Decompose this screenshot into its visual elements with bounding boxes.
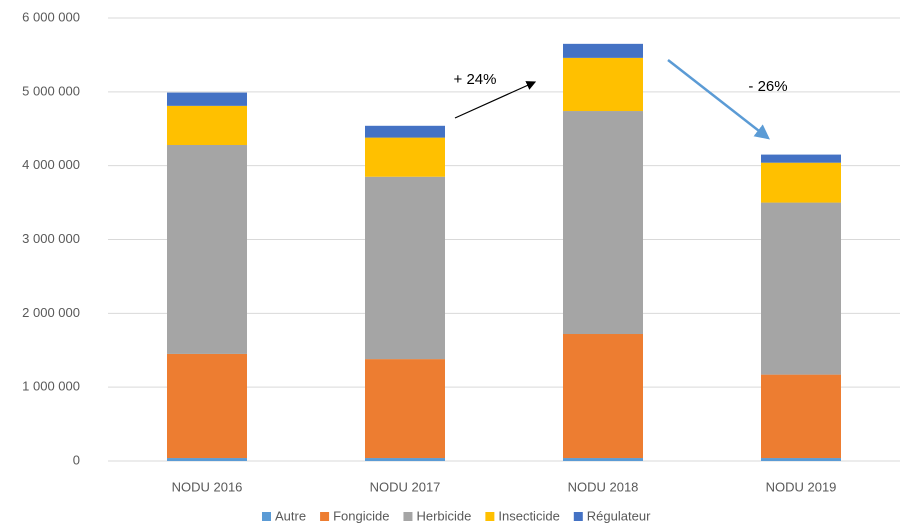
arrow	[667, 59, 770, 140]
legend-swatch	[320, 512, 330, 521]
legend-swatch	[403, 512, 413, 521]
bar-segment	[563, 57, 643, 112]
legend-swatch	[573, 512, 583, 521]
x-tick-label: NODU 2018	[568, 479, 639, 494]
bar-segment	[167, 105, 247, 145]
annotation: + 24%	[454, 71, 497, 88]
legend-swatch	[262, 512, 271, 521]
y-tick-label: 0	[73, 452, 80, 467]
y-tick-label: 6 000 000	[22, 9, 80, 24]
x-tick-label: NODU 2016	[172, 479, 243, 494]
bar-segment	[365, 125, 445, 138]
bar-segment	[761, 374, 841, 459]
x-tick-label: NODU 2017	[370, 479, 441, 494]
arrow	[454, 81, 537, 119]
annotation: - 26%	[748, 78, 787, 95]
legend-label: Régulateur	[587, 508, 651, 523]
bar-segment	[365, 458, 445, 461]
legend-swatch	[485, 512, 495, 521]
bar-segment	[365, 137, 445, 177]
y-tick-label: 2 000 000	[22, 305, 80, 320]
bar-segment	[761, 458, 841, 461]
y-tick-label: 1 000 000	[22, 379, 80, 394]
bar-segment	[761, 162, 841, 203]
y-tick-label: 3 000 000	[22, 231, 80, 246]
bar-segment	[365, 359, 445, 459]
legend-label: Fongicide	[333, 508, 389, 523]
bar-segment	[167, 353, 247, 459]
bar-segment	[761, 202, 841, 375]
bar-segment	[167, 92, 247, 106]
y-tick-label: 5 000 000	[22, 83, 80, 98]
y-tick-label: 4 000 000	[22, 157, 80, 172]
legend-label: Insecticide	[498, 508, 559, 523]
bar-segment	[563, 334, 643, 459]
bar-segment	[563, 458, 643, 461]
legend-label: Herbicide	[416, 508, 471, 523]
bar-segment	[167, 458, 247, 461]
bar-segment	[563, 111, 643, 335]
legend-label: Autre	[275, 508, 306, 523]
bar-segment	[167, 144, 247, 354]
bar-segment	[761, 154, 841, 163]
bar-segment	[365, 176, 445, 360]
x-tick-label: NODU 2019	[766, 479, 837, 494]
bar-segment	[563, 43, 643, 58]
